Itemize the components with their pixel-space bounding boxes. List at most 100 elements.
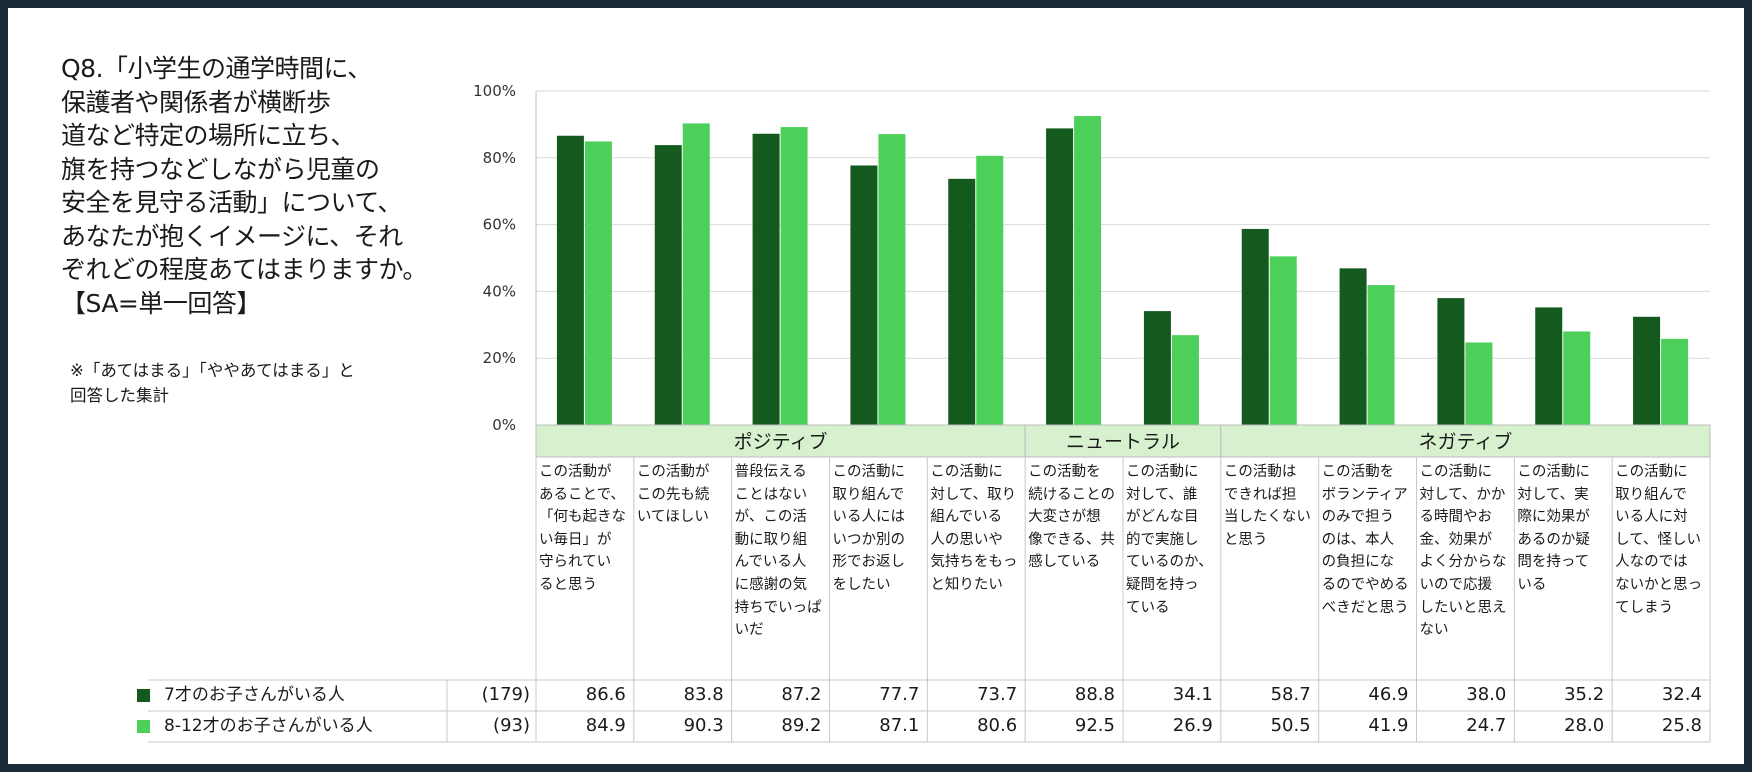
- value-cell: 73.7: [977, 684, 1018, 705]
- category-label-line: 対して、かか: [1419, 486, 1506, 503]
- y-tick-label: 0%: [492, 416, 516, 434]
- category-label: この活動に 対して、実 際に効果が あるのか疑 問を持って いる: [1514, 461, 1612, 597]
- bar-series-a: [1633, 316, 1661, 425]
- note-line: 回答した集計: [70, 386, 169, 405]
- category-label-line: この活動を: [1028, 464, 1101, 480]
- category-label: 普段伝える ことはない が、この活 動に取り組 んでいる人 に感謝の気 持ちでいっぱ いだ: [732, 461, 830, 642]
- bar-series-b: [780, 127, 808, 426]
- category-label-line: 守られてい: [539, 554, 612, 571]
- category-label-line: ないかと思っ: [1615, 576, 1703, 593]
- bar-series-a: [948, 178, 976, 425]
- value-cell: 58.7: [1270, 684, 1311, 705]
- category-label-line: ているのか、: [1126, 554, 1213, 571]
- category-label-line: 取り組んで: [832, 486, 905, 503]
- category-label-line: 形でお返し: [832, 554, 906, 571]
- category-label: この活動を ボランティア のみで担う のは、本人 の負担にな るのでやめる べきだと思う: [1319, 461, 1417, 619]
- value-cell: 83.8: [683, 684, 724, 705]
- bar-series-a: [654, 145, 682, 425]
- bar-series-b: [1171, 335, 1199, 425]
- legend-swatch-b: [137, 720, 150, 733]
- category-label: この活動に 対して、取り 組んでいる 人の思いや 気持ちをもっ と知りたい: [927, 461, 1025, 597]
- question-line: 安全を見守る活動」について、: [61, 188, 403, 217]
- group-band: [535, 424, 1026, 458]
- category-label-line: この活動に: [930, 464, 1003, 480]
- bar-series-b: [1661, 338, 1689, 425]
- category-label-line: 対して、誰: [1126, 486, 1198, 503]
- category-label-line: いてほしい: [636, 509, 709, 526]
- category-label: この活動が あることで、 「何も起きな い毎日」が 守られてい ると思う: [536, 461, 634, 597]
- category-label-line: あるのか疑: [1517, 531, 1590, 548]
- value-cell: 80.6: [977, 715, 1018, 736]
- category-label-line: 普段伝える: [734, 464, 807, 480]
- question-line: あなたが抱くイメージに、それ: [61, 221, 403, 251]
- category-label-line: ると思う: [539, 576, 597, 593]
- value-cell: 28.0: [1564, 715, 1605, 736]
- category-label-line: ことはない: [734, 486, 808, 503]
- bar-series-b: [1465, 342, 1493, 425]
- category-label-line: 感している: [1028, 554, 1101, 571]
- category-label-line: 「何も起きな: [539, 509, 626, 526]
- value-cell: 84.9: [585, 715, 626, 736]
- question-line: 旗を持つなどしながら児童の: [61, 154, 380, 184]
- category-label-line: 組んでいる: [930, 509, 1003, 526]
- group-label: ネガティブ: [1418, 430, 1512, 453]
- category-label-line: いので応援: [1419, 576, 1493, 593]
- category-label-line: 像できる、共: [1028, 531, 1115, 548]
- y-tick-label: 100%: [473, 82, 516, 100]
- bar-series-b: [878, 134, 906, 425]
- group-band: [1024, 424, 1222, 458]
- bar-series-a: [1535, 307, 1563, 425]
- category-label-line: いる: [1517, 576, 1547, 593]
- bar-series-a: [1437, 298, 1465, 425]
- category-label-line: と知りたい: [930, 576, 1003, 593]
- category-label-line: い毎日」が: [539, 531, 612, 548]
- category-label-line: いつか別の: [832, 531, 906, 548]
- category-label-line: この活動に: [1419, 464, 1493, 480]
- category-label-line: この活動が: [636, 464, 710, 480]
- category-label-line: べきだと思う: [1321, 599, 1409, 616]
- y-tick-label: 80%: [483, 149, 516, 167]
- question-text: Q8.「小学生の通学時間に、 保護者や関係者が横断歩 道など特定の場所に立ち、 …: [61, 52, 441, 320]
- value-cell: 25.8: [1661, 715, 1702, 736]
- bar-series-b: [976, 155, 1004, 425]
- category-label: この活動に 対して、かか る時間やお 金、効果が よく分からな いので応援 したいと思え ない: [1417, 461, 1515, 642]
- category-label-line: 際に効果が: [1517, 509, 1590, 526]
- series-name: 8-12才のお子さんがいる人: [164, 716, 373, 736]
- category-label-line: がどんな目: [1126, 509, 1199, 526]
- category-label-line: をしたい: [832, 576, 891, 593]
- value-cell: 88.8: [1074, 684, 1115, 705]
- category-label: この活動に 対して、誰 がどんな目 的で実施し ているのか、 疑問を持っ ている: [1123, 461, 1221, 619]
- value-cell: 34.1: [1172, 684, 1213, 705]
- category-label-line: あることで、: [539, 486, 625, 503]
- category-label-line: 持ちでいっぱ: [734, 599, 822, 616]
- question-line: 道など特定の場所に立ち、: [61, 121, 356, 150]
- value-cell: 26.9: [1172, 715, 1213, 736]
- value-cell: 77.7: [879, 684, 920, 705]
- category-label-line: この活動は: [1223, 464, 1297, 480]
- value-cell: 46.9: [1368, 684, 1409, 705]
- value-cell: 87.1: [879, 715, 920, 736]
- category-label: この活動に 取り組んで いる人には いつか別の 形でお返し をしたい: [830, 461, 928, 597]
- category-label-line: 金、効果が: [1419, 531, 1493, 548]
- category-label-line: ている: [1126, 599, 1170, 616]
- category-label-line: が、この活: [734, 509, 807, 526]
- bar-series-a: [1339, 268, 1367, 425]
- bar-series-a: [850, 165, 878, 425]
- category-label-line: この活動を: [1321, 464, 1395, 480]
- bar-series-a: [556, 135, 584, 426]
- value-cell: 92.5: [1074, 715, 1115, 736]
- bar-series-a: [1241, 228, 1269, 425]
- sample-size: (179): [481, 684, 530, 705]
- category-label-line: この活動に: [1517, 464, 1590, 480]
- category-label-line: この活動に: [1126, 464, 1199, 480]
- category-label-line: この先も続: [636, 486, 710, 503]
- bar-series-b: [584, 141, 612, 425]
- category-label-line: のみで担う: [1321, 509, 1395, 526]
- category-label-line: 気持ちをもっ: [930, 554, 1018, 571]
- category-label-line: んでいる人: [734, 554, 807, 571]
- category-label-line: 取り組んで: [1615, 486, 1687, 503]
- category-label-line: ボランティア: [1321, 486, 1408, 503]
- bar-series-a: [1046, 128, 1074, 425]
- note-line: ※「あてはまる」「ややあてはまる」と: [70, 361, 355, 380]
